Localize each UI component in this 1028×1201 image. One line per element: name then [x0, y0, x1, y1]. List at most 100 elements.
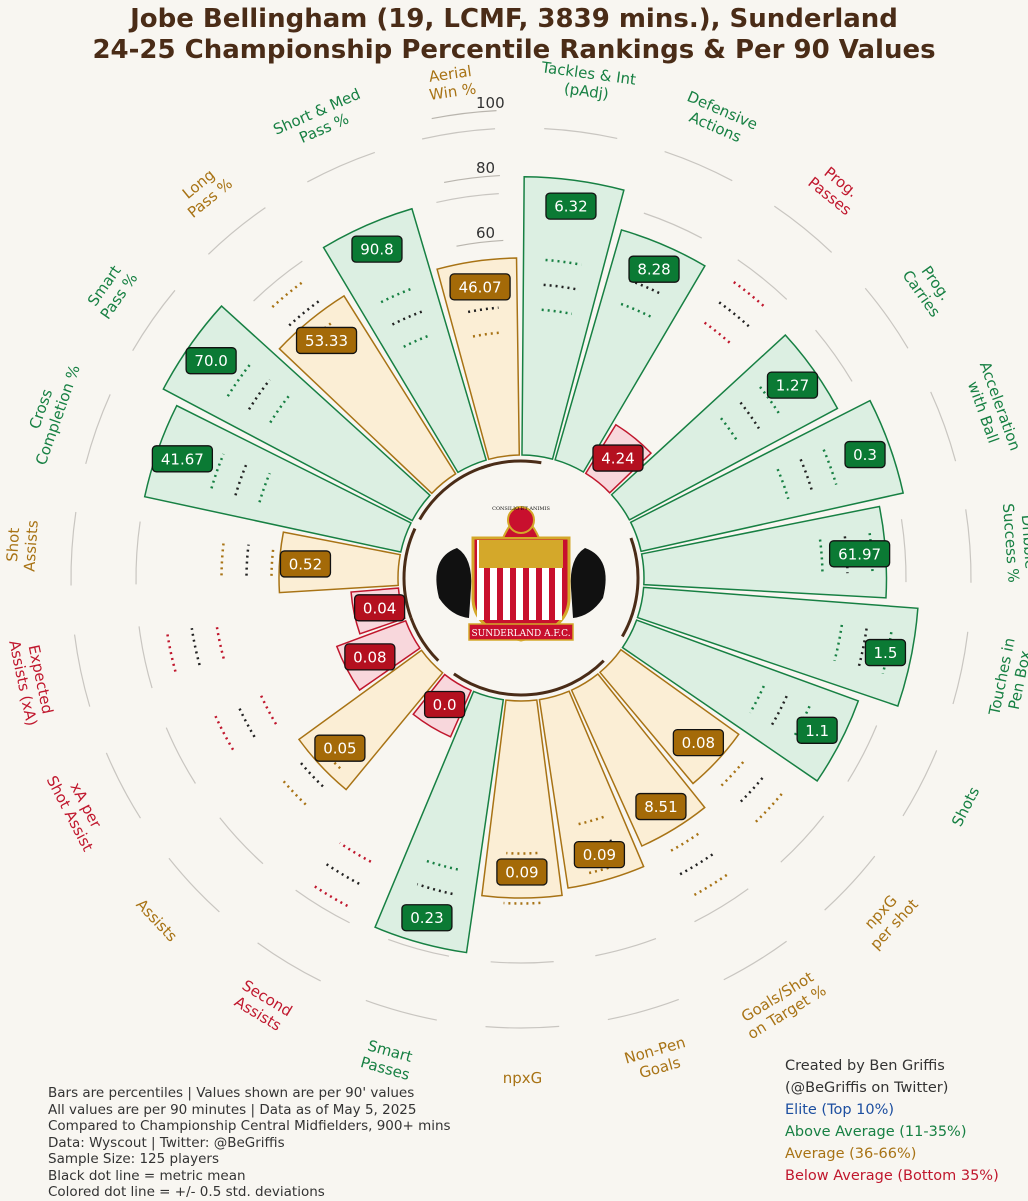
metric-label: Tackles & Int(pAdj): [537, 58, 637, 106]
value-label: 53.33: [305, 332, 348, 350]
grid-arc: [139, 626, 152, 688]
grid-arc: [865, 288, 908, 348]
grid-arc: [136, 522, 140, 585]
grid-arc: [724, 941, 787, 979]
value-label: 0.05: [323, 740, 356, 758]
grid-arc: [966, 509, 971, 582]
mean-dot-line: [719, 302, 749, 326]
value-label: 0.0: [433, 696, 457, 714]
metric-label: Assists: [132, 895, 181, 945]
value-label: 61.97: [838, 545, 881, 563]
logo-band: [479, 540, 563, 568]
metric-label: Prog.Carries: [899, 256, 959, 320]
grid-arc: [953, 632, 968, 704]
mean-dot-line: [680, 854, 712, 874]
grid-arc: [71, 512, 76, 586]
std-dot-line: [261, 695, 276, 724]
radial-tick-label: 60: [476, 224, 495, 242]
grid-arc: [665, 152, 733, 181]
metric-label-line: Assists: [20, 519, 41, 572]
value-label: 4.24: [601, 450, 634, 468]
value-label: 0.09: [505, 863, 538, 881]
grid-arc: [595, 939, 656, 956]
credit-line: Created by Ben Griffis: [785, 1055, 999, 1077]
grid-arc: [781, 816, 824, 862]
value-label: 41.67: [161, 450, 204, 468]
grid-arc: [75, 635, 90, 707]
legend-average: Average (36-66%): [785, 1143, 999, 1165]
note-line: All values are per 90 minutes | Data as …: [48, 1102, 451, 1119]
grid-arc: [254, 261, 303, 301]
note-line: Colored dot line = +/- 0.5 std. deviatio…: [48, 1184, 451, 1201]
std-dot-line: [705, 323, 733, 345]
grid-arc: [86, 394, 110, 463]
note-line: Data: Wyscout | Twitter: @BeGriffis: [48, 1135, 451, 1152]
grid-arc: [608, 999, 679, 1019]
value-label: 70.0: [194, 352, 227, 370]
std-dot-line: [340, 843, 371, 862]
logo-text: SUNDERLAND A.F.C.: [471, 629, 570, 639]
grid-arc: [166, 728, 195, 784]
value-label: 1.1: [805, 722, 829, 740]
grid-arc: [816, 330, 853, 381]
grid-arc: [486, 1026, 560, 1028]
note-line: Sample Size: 125 players: [48, 1151, 451, 1168]
mean-dot-line: [301, 763, 323, 787]
grid-arc: [436, 194, 498, 203]
grid-arc: [644, 213, 702, 238]
value-label: 8.51: [644, 798, 677, 816]
grid-arc: [694, 889, 748, 922]
grid-arc: [220, 818, 263, 864]
grid-arc: [848, 725, 877, 781]
credit-legend: Created by Ben Griffis (@BeGriffis on Tw…: [785, 1055, 999, 1187]
grid-arc: [296, 890, 350, 923]
credit-line: (@BeGriffis on Twitter): [785, 1077, 999, 1099]
grid-arc: [208, 208, 265, 255]
metric-label-line: Shot: [3, 527, 23, 562]
value-label: 0.04: [363, 599, 396, 617]
grid-arc: [491, 962, 554, 963]
grid-arc: [422, 129, 495, 139]
std-dot-line: [504, 903, 541, 904]
std-dot-line: [222, 542, 224, 576]
std-dot-line: [272, 281, 304, 307]
value-label: 6.32: [554, 198, 587, 216]
grid-arc: [825, 856, 875, 910]
grid-arc: [258, 943, 321, 981]
note-line: Compared to Championship Central Midfiel…: [48, 1118, 451, 1135]
chart-notes: Bars are percentiles | Values shown are …: [48, 1085, 451, 1201]
metric-label: Prog.Passes: [805, 159, 867, 219]
mean-dot-line: [247, 545, 249, 576]
metric-label: Shots: [948, 784, 983, 830]
mean-dot-line: [238, 706, 254, 737]
value-label: 8.28: [637, 261, 670, 279]
value-label: 0.23: [410, 909, 443, 927]
group-arc: [404, 529, 415, 618]
club-logo: SUNDERLAND A.F.C.CONSILIO ET ANIMIS: [425, 482, 617, 674]
legend-above-average: Above Average (11-35%): [785, 1121, 999, 1143]
grid-arc: [901, 519, 906, 582]
grid-arc: [366, 1000, 437, 1020]
grid-arc: [774, 206, 831, 252]
std-dot-line: [756, 794, 782, 822]
value-label: 1.5: [874, 644, 898, 662]
value-label: 1.27: [776, 377, 809, 395]
std-dot-line: [692, 875, 727, 896]
std-dot-line: [668, 834, 698, 852]
value-label: 0.3: [853, 446, 877, 464]
note-line: Black dot line = metric mean: [48, 1168, 451, 1185]
std-dot-line: [312, 884, 348, 906]
grid-arc: [307, 152, 374, 182]
grid-arc: [106, 753, 140, 818]
